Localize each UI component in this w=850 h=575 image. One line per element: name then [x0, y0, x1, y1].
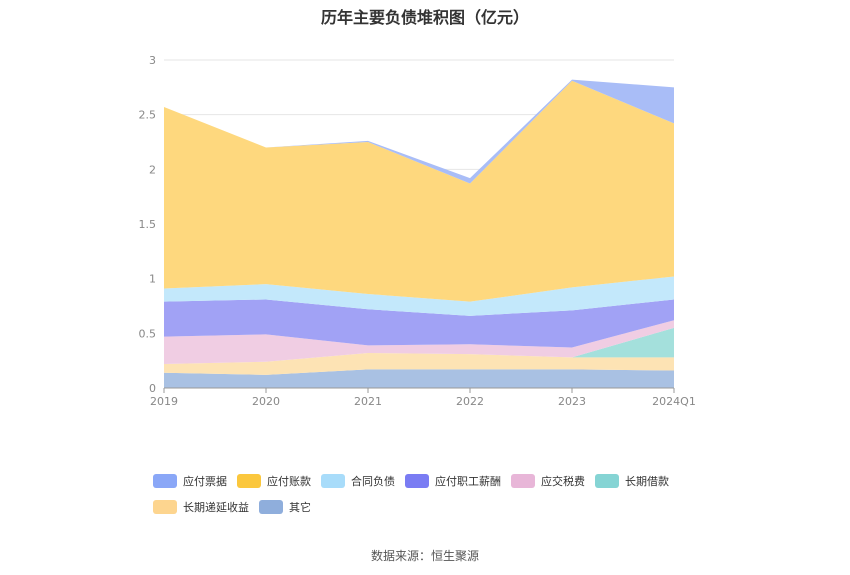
- stacked-area-chart: 0 0.5 1 1.5 2 2.5 3 2019 2020 2021 2022 2023 2024Q1: [139, 54, 696, 408]
- legend-swatch: [511, 474, 535, 488]
- area-4: [164, 299, 674, 348]
- y-tick-label: 2.5: [139, 109, 157, 122]
- legend-label: 应付票据: [183, 475, 227, 488]
- legend-swatch: [153, 474, 177, 488]
- area-series: [164, 79, 674, 388]
- legend-label: 应付账款: [267, 475, 311, 488]
- data-source-note: 数据来源：恒生聚源: [370, 549, 479, 563]
- legend-swatch: [259, 500, 283, 514]
- y-tick-label: 1: [149, 273, 156, 286]
- chart-title: 历年主要负债堆积图（亿元）: [320, 8, 529, 27]
- area-0: [164, 369, 674, 388]
- area-3: [164, 320, 674, 364]
- x-tick-label: 2021: [354, 395, 382, 408]
- legend-label: 应交税费: [541, 475, 585, 488]
- y-tick-label: 0: [149, 382, 156, 395]
- legend-label: 长期借款: [625, 475, 669, 488]
- x-tick-label: 2020: [252, 395, 280, 408]
- legend-label: 应付职工薪酬: [435, 475, 501, 488]
- chart-legend: 应付票据 应付账款 合同负债 应付职工薪酬 应交税费 长期借款长期递延收益 其它: [153, 472, 713, 524]
- legend-label: 长期递延收益: [183, 501, 249, 514]
- legend-item[interactable]: 其它: [259, 498, 311, 516]
- y-tick-label: 1.5: [139, 218, 157, 231]
- y-tick-label: 0.5: [139, 327, 157, 340]
- x-tick-label: 2023: [558, 395, 586, 408]
- area-1: [164, 353, 674, 375]
- legend-swatch: [321, 474, 345, 488]
- legend-label: 合同负债: [351, 475, 395, 488]
- legend-swatch: [237, 474, 261, 488]
- y-tick-label: 2: [149, 163, 156, 176]
- area-7: [164, 79, 674, 184]
- y-tick-label: 3: [149, 54, 156, 67]
- area-6: [164, 80, 674, 302]
- legend-swatch: [153, 500, 177, 514]
- area-5: [164, 276, 674, 316]
- axes: 0 0.5 1 1.5 2 2.5 3 2019 2020 2021 2022 2023 2024Q1: [139, 54, 696, 408]
- legend-item[interactable]: 应付职工薪酬: [405, 472, 501, 490]
- x-tick-label: 2022: [456, 395, 484, 408]
- legend-item[interactable]: 合同负债: [321, 472, 395, 490]
- legend-item[interactable]: 应交税费: [511, 472, 585, 490]
- legend-swatch: [595, 474, 619, 488]
- x-tick-label: 2019: [150, 395, 178, 408]
- legend-item[interactable]: 应付票据: [153, 472, 227, 490]
- legend-item[interactable]: 长期借款: [595, 472, 669, 490]
- legend-label: 其它: [289, 501, 311, 514]
- legend-item[interactable]: 应付账款: [237, 472, 311, 490]
- legend-swatch: [405, 474, 429, 488]
- x-tick-label: 2024Q1: [652, 395, 696, 408]
- legend-item[interactable]: 长期递延收益: [153, 498, 249, 516]
